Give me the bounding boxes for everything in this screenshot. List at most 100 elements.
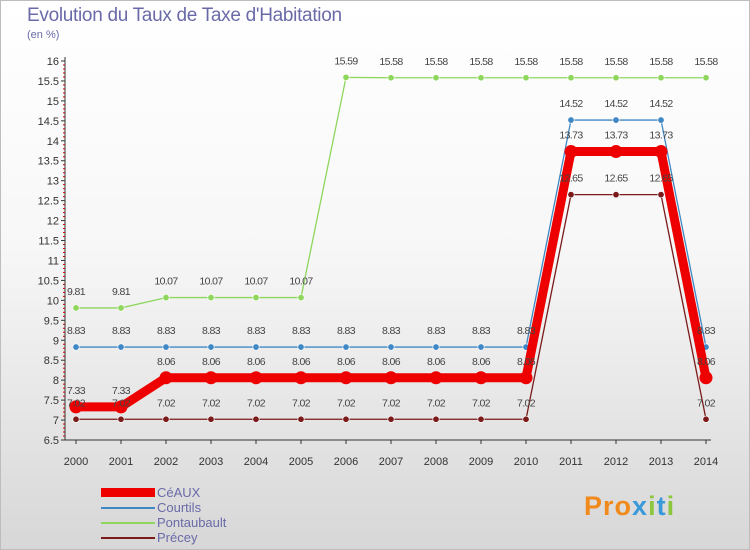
data-label: 8.06 [292, 356, 311, 368]
legend-label: Précey [157, 530, 198, 545]
data-label: 8.83 [112, 325, 131, 337]
data-point [567, 116, 575, 124]
data-label: 9.81 [112, 286, 131, 298]
data-label: 7.02 [517, 397, 536, 409]
data-label: 12.65 [559, 173, 583, 185]
data-labels: 7.33 7.33 8.06 8.06 8.06 8.06 8.06 8.06 8.06 8.06… [67, 55, 719, 409]
series-line-précey [75, 193, 707, 420]
data-label: 12.65 [604, 173, 628, 185]
data-point [207, 294, 215, 302]
data-label: 8.06 [697, 356, 716, 368]
data-point [477, 343, 485, 351]
data-point [249, 371, 263, 385]
data-point [432, 343, 440, 351]
y-tick-label: 10.5 [38, 275, 59, 287]
data-point [657, 191, 665, 199]
data-point [69, 400, 83, 414]
data-point [702, 74, 710, 82]
legend-item: Pontaubault [101, 515, 226, 530]
data-label: 8.06 [247, 356, 266, 368]
x-tick-label: 2005 [289, 456, 313, 468]
data-point [252, 415, 260, 423]
legend-item: Courtils [101, 500, 226, 515]
data-point [612, 74, 620, 82]
data-label: 8.06 [337, 356, 356, 368]
data-label: 7.02 [472, 397, 491, 409]
x-tick-label: 2001 [109, 456, 133, 468]
y-tick-label: 8 [53, 375, 59, 387]
data-label: 15.59 [334, 55, 358, 67]
x-tick-label: 2014 [694, 456, 718, 468]
data-label: 7.33 [67, 385, 86, 397]
data-point [72, 415, 80, 423]
data-point [477, 415, 485, 423]
y-tick-label: 16 [47, 56, 59, 68]
data-point [342, 415, 350, 423]
data-point [429, 371, 443, 385]
data-point [297, 415, 305, 423]
data-label: 7.02 [697, 397, 716, 409]
data-point [699, 371, 713, 385]
x-tick-label: 2010 [514, 456, 538, 468]
data-label: 13.73 [559, 130, 583, 142]
data-label: 8.83 [247, 325, 266, 337]
data-label: 8.06 [202, 356, 221, 368]
data-label: 8.83 [67, 325, 86, 337]
data-label: 15.58 [379, 56, 403, 68]
y-tick-label: 7 [53, 415, 59, 427]
data-point [657, 74, 665, 82]
x-tick-label: 2009 [469, 456, 493, 468]
data-label: 15.58 [514, 56, 538, 68]
data-label: 8.83 [292, 325, 311, 337]
data-point [567, 191, 575, 199]
data-label: 7.02 [382, 397, 401, 409]
data-point [702, 415, 710, 423]
y-tick-label: 13 [47, 176, 59, 188]
legend-swatch [101, 536, 155, 539]
x-tick-label: 2002 [154, 456, 178, 468]
data-point [387, 415, 395, 423]
data-label: 10.07 [244, 276, 268, 288]
data-label: 15.58 [559, 56, 583, 68]
data-point [162, 294, 170, 302]
y-axis-unit: (en %) [27, 29, 60, 41]
data-point [432, 415, 440, 423]
data-point [477, 74, 485, 82]
data-point [159, 371, 173, 385]
data-label: 8.83 [427, 325, 446, 337]
data-point [432, 74, 440, 82]
data-point [342, 73, 350, 81]
x-tick-label: 2003 [199, 456, 223, 468]
legend-swatch [101, 506, 155, 509]
data-label: 7.02 [427, 397, 446, 409]
data-label: 7.02 [202, 397, 221, 409]
data-point [297, 294, 305, 302]
data-point [117, 304, 125, 312]
y-tick-label: 15 [47, 96, 59, 108]
data-point [342, 343, 350, 351]
chart-title: Evolution du Taux de Taxe d'Habitation [27, 5, 342, 26]
data-label: 10.07 [199, 276, 223, 288]
data-point [474, 371, 488, 385]
y-tick-label: 14 [47, 136, 59, 148]
x-tick-label: 2008 [424, 456, 448, 468]
data-label: 7.02 [67, 397, 86, 409]
data-point [207, 415, 215, 423]
data-label: 7.02 [337, 397, 356, 409]
y-tick-label: 8.5 [44, 355, 59, 367]
x-tick-label: 2013 [649, 456, 673, 468]
data-label: 7.02 [112, 397, 131, 409]
data-point [162, 415, 170, 423]
data-label: 8.83 [202, 325, 221, 337]
data-label: 15.58 [604, 56, 628, 68]
data-label: 8.83 [337, 325, 356, 337]
x-tick-label: 2011 [559, 456, 583, 468]
legend-label: CéAUX [157, 485, 201, 500]
data-label: 10.07 [289, 276, 313, 288]
data-label: 13.73 [649, 130, 673, 142]
legend: CéAUX Courtils Pontaubault Précey [101, 485, 226, 545]
data-label: 8.06 [517, 356, 536, 368]
data-label: 10.07 [154, 276, 178, 288]
